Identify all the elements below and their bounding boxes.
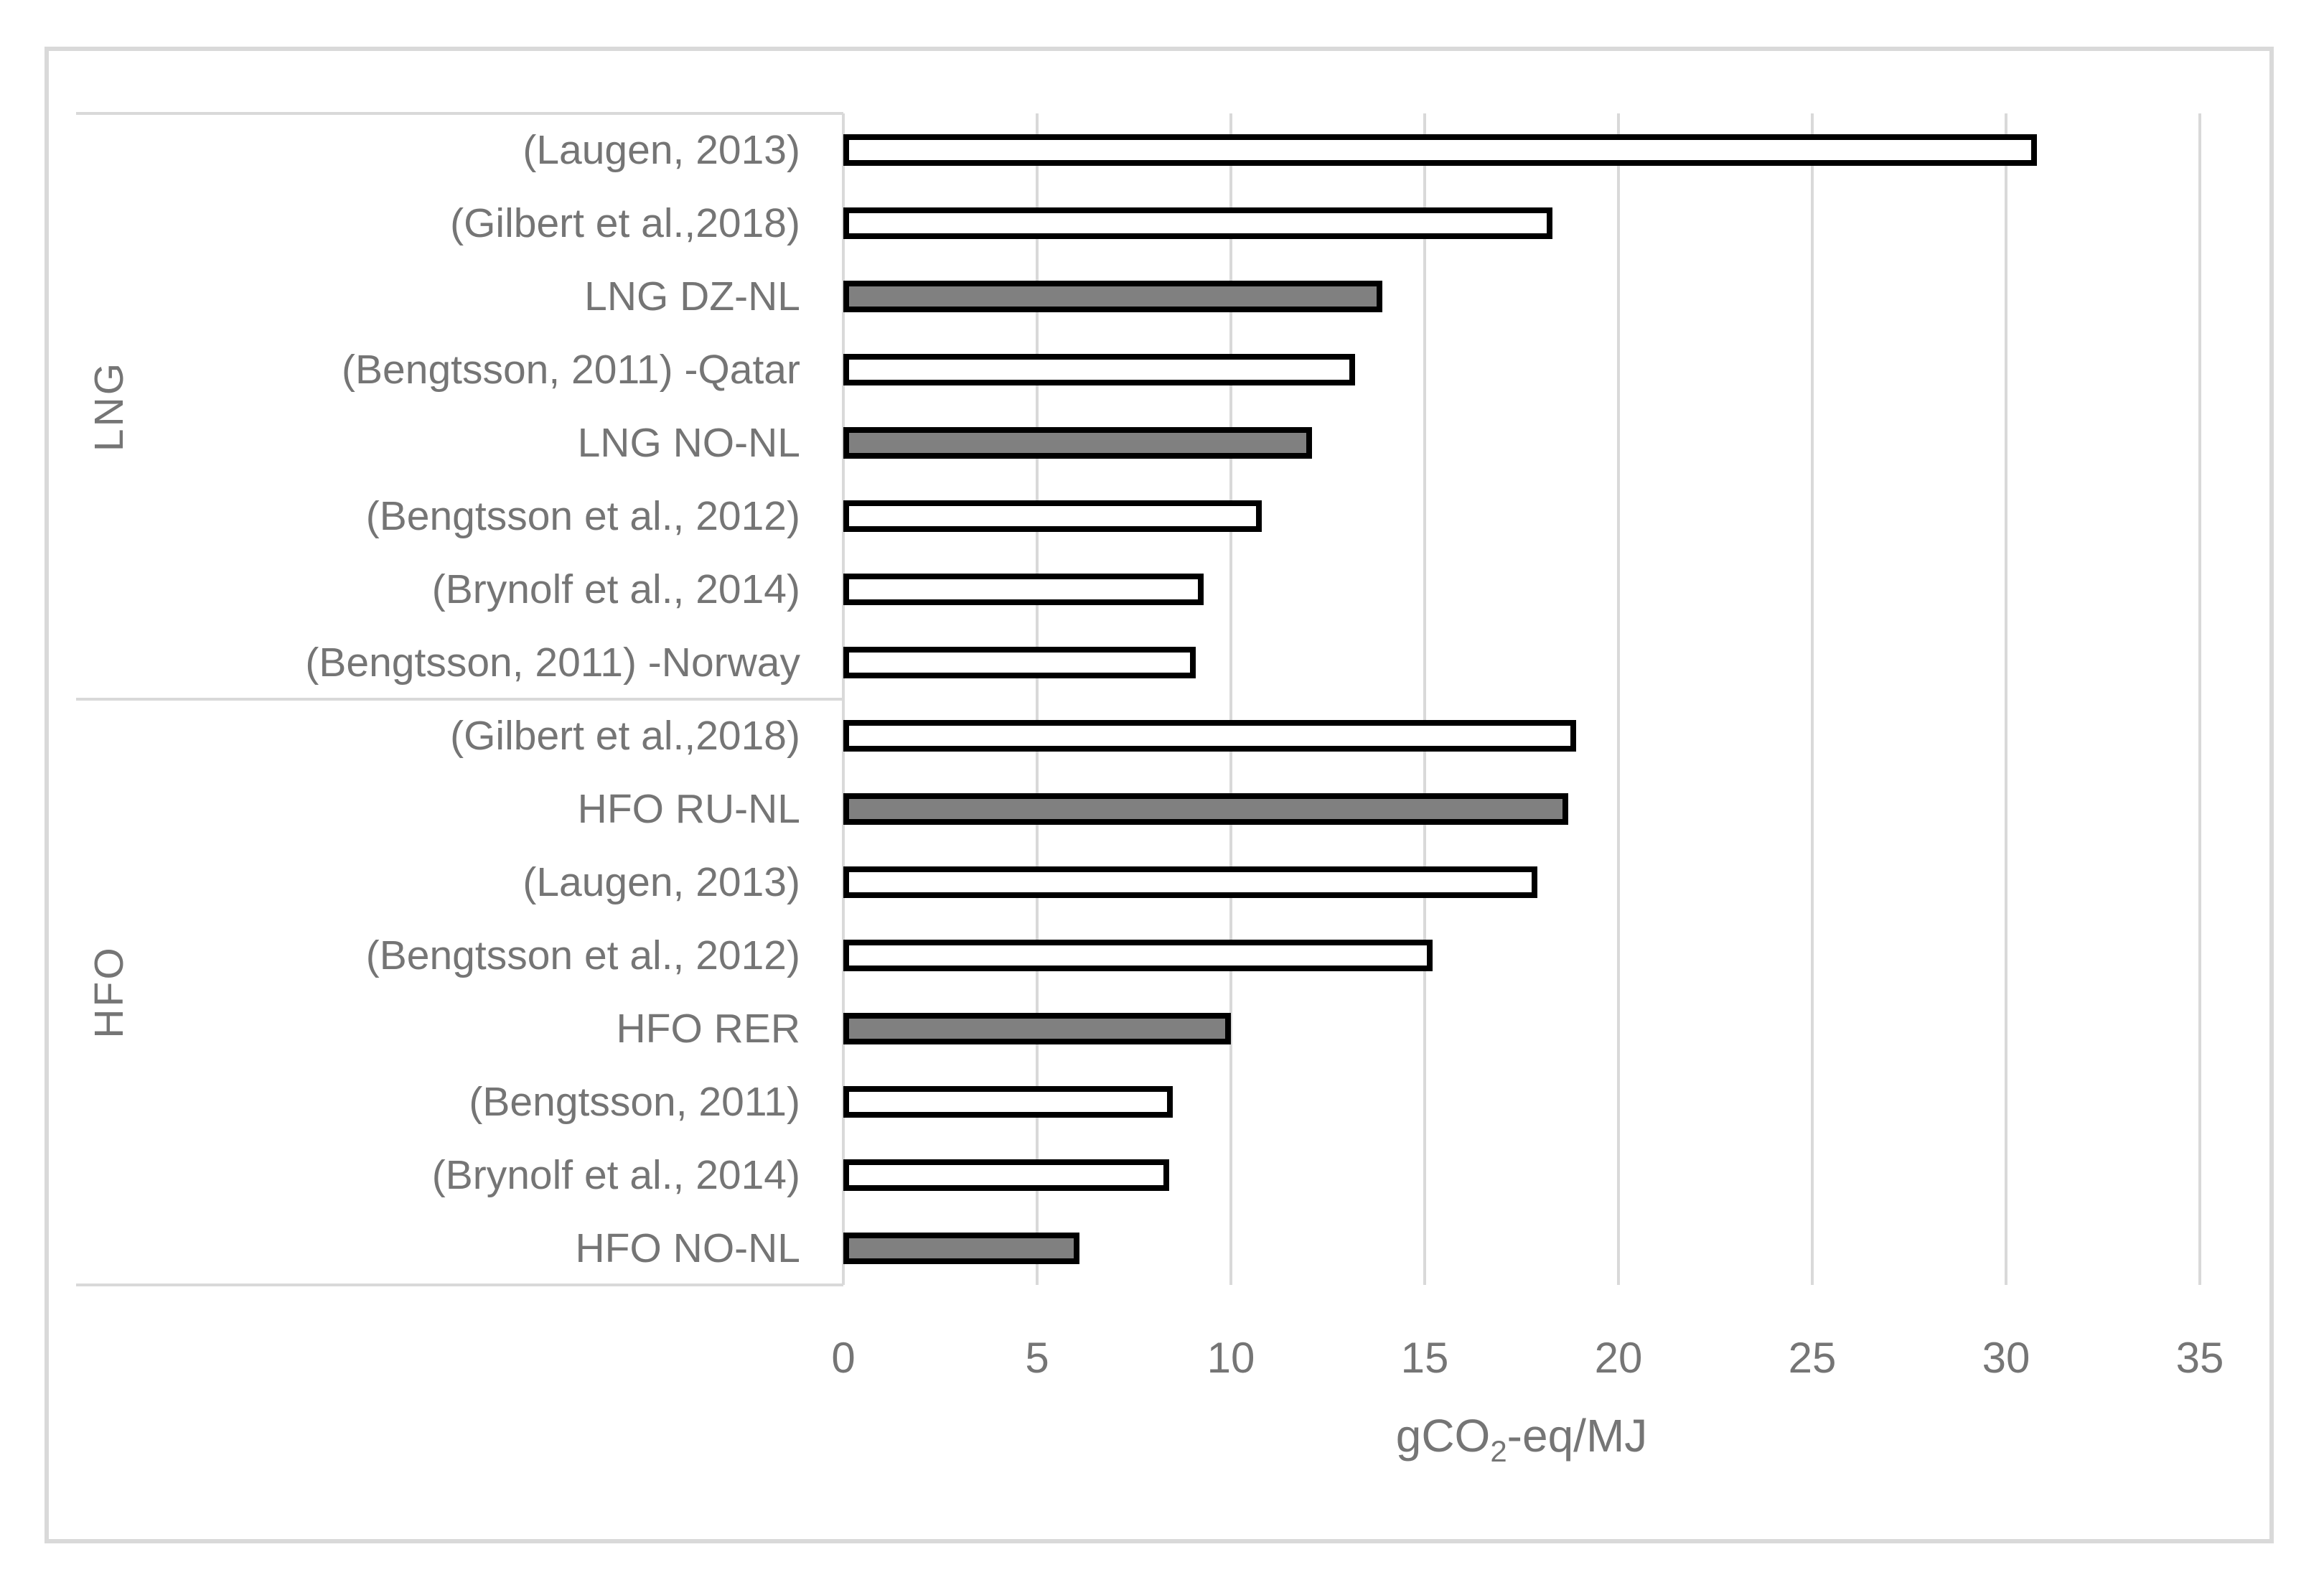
bar-highlighted [843, 1233, 1079, 1264]
x-tick-label: 15 [1400, 1334, 1449, 1382]
group-label: HFO [86, 945, 132, 1039]
gridline [1036, 113, 1039, 1285]
category-label: (Bengtsson, 2011) -Qatar [342, 347, 800, 393]
bar [843, 647, 1196, 678]
category-label: HFO RER [616, 1006, 801, 1052]
gridline [2005, 113, 2007, 1285]
gridline [1811, 113, 1814, 1285]
bar [843, 1159, 1169, 1191]
x-tick-label: 35 [2175, 1334, 2224, 1382]
gridline [1617, 113, 1620, 1285]
category-label: (Gilbert et al.,2018) [450, 713, 800, 759]
x-tick-label: 10 [1206, 1334, 1255, 1382]
bar [843, 940, 1433, 971]
group-label: LNG [86, 360, 132, 452]
bar-highlighted [843, 427, 1312, 459]
gridline [1229, 113, 1232, 1285]
x-tick-label: 30 [1982, 1334, 2030, 1382]
bar [843, 207, 1552, 239]
bar [843, 354, 1355, 385]
x-axis-title: gCO2-eq/MJ [843, 1403, 2200, 1484]
category-axis-separator-line [76, 112, 843, 115]
x-axis-title-subscript: 2 [1490, 1434, 1507, 1468]
bar [843, 1086, 1173, 1118]
x-tick-label: 20 [1594, 1334, 1643, 1382]
bar-highlighted [843, 793, 1568, 825]
gridline [2198, 113, 2201, 1285]
x-tick-label: 25 [1788, 1334, 1837, 1382]
category-label: HFO RU-NL [577, 786, 800, 832]
x-axis-title-suffix: -eq/MJ [1507, 1410, 1648, 1462]
category-label: (Bengtsson et al., 2012) [365, 493, 800, 539]
category-label: (Brynolf et al., 2014) [431, 566, 800, 612]
category-label: (Laugen, 2013) [523, 859, 800, 905]
category-axis-separator-line [76, 1284, 843, 1286]
category-axis-separator-line [76, 698, 843, 701]
category-label: HFO NO-NL [575, 1225, 801, 1271]
category-label: (Brynolf et al., 2014) [431, 1152, 800, 1198]
bar [843, 134, 2037, 166]
bar-highlighted [843, 1013, 1231, 1044]
category-label: (Bengtsson, 2011) -Norway [305, 640, 800, 686]
x-tick-label: 0 [831, 1334, 856, 1382]
x-axis-title-prefix: gCO [1395, 1410, 1491, 1462]
category-label: LNG NO-NL [577, 420, 800, 466]
category-label: (Gilbert et al.,2018) [450, 200, 800, 246]
bar [843, 574, 1204, 605]
gridline [842, 113, 845, 1285]
bar [843, 720, 1576, 752]
category-label: LNG DZ-NL [584, 273, 800, 319]
category-label: (Bengtsson, 2011) [469, 1079, 800, 1125]
bar [843, 866, 1537, 898]
bar [843, 500, 1262, 532]
category-label: (Bengtsson et al., 2012) [365, 932, 800, 978]
gridline [1423, 113, 1426, 1285]
bar-highlighted [843, 281, 1382, 312]
x-tick-label: 5 [1025, 1334, 1049, 1382]
category-label: (Laugen, 2013) [523, 127, 800, 173]
